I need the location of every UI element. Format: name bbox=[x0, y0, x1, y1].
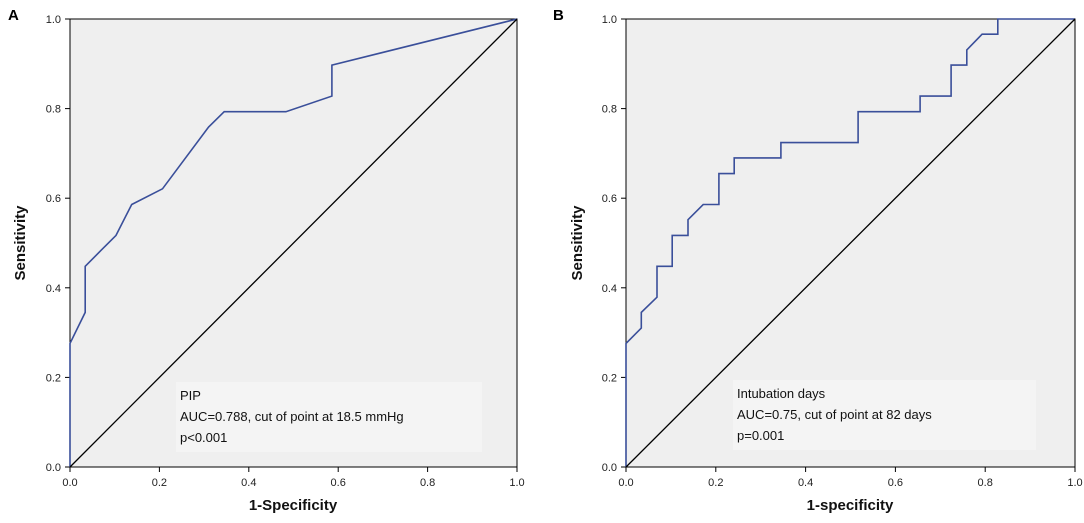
panel-a-roc-curve bbox=[69, 18, 518, 467]
panel-b-x-tick-label: 0.2 bbox=[708, 477, 723, 489]
panel-a-lines bbox=[69, 18, 518, 468]
panel-a: A PIP AUC=0.788, cut of point at 18.5 mm… bbox=[8, 7, 525, 514]
panel-a-y-tick-label: 0.6 bbox=[46, 193, 61, 205]
panel-a-x-tick-label: 1.0 bbox=[509, 477, 524, 489]
panel-b-annotation-line-2: AUC=0.75, cut of point at 82 days bbox=[737, 407, 932, 422]
panel-a-y-tick-label: 0.2 bbox=[46, 372, 61, 384]
panel-a-annotation-box bbox=[176, 382, 482, 452]
panel-a-x-tick-label: 0.8 bbox=[420, 477, 435, 489]
panel-b-x-tick-label: 0.4 bbox=[798, 477, 813, 489]
panel-a-y-tick-label: 0.8 bbox=[46, 104, 61, 116]
panel-a-x-axis-label: 1-Specificity bbox=[249, 497, 338, 514]
panel-b-y-tick-label: 1.0 bbox=[602, 14, 617, 26]
panel-a-y-tick-label: 0.4 bbox=[46, 283, 61, 295]
panel-b-y-tick-label: 0.6 bbox=[602, 193, 617, 205]
panel-b-roc-curve bbox=[625, 18, 1075, 467]
panel-a-x-tick-label: 0.2 bbox=[152, 477, 167, 489]
panel-a-annotation-line-2: AUC=0.788, cut of point at 18.5 mmHg bbox=[180, 409, 404, 424]
panel-b-x-tick-label: 1.0 bbox=[1067, 477, 1082, 489]
panel-a-ticks: 0.0 0.2 0.4 0.6 0.8 1.0 0.0 0.2 0.4 0.6 0.8 1.0 bbox=[46, 14, 525, 489]
panel-b-y-tick-label: 0.2 bbox=[602, 372, 617, 384]
panel-a-letter: A bbox=[8, 7, 19, 24]
panel-b-annotation-box bbox=[733, 380, 1036, 450]
panel-b-annotation-line-1: Intubation days bbox=[737, 386, 826, 401]
panel-a-x-tick-label: 0.0 bbox=[62, 477, 77, 489]
panel-a-y-tick-label: 1.0 bbox=[46, 14, 61, 26]
panel-b-y-tick-label: 0.8 bbox=[602, 104, 617, 116]
panel-a-x-tick-label: 0.6 bbox=[331, 477, 346, 489]
panel-b-x-tick-label: 0.6 bbox=[888, 477, 903, 489]
panel-b-reference-line bbox=[625, 18, 1076, 468]
panel-b-ticks: 0.0 0.2 0.4 0.6 0.8 1.0 0.0 0.2 0.4 0.6 0.8 1.0 bbox=[602, 14, 1083, 489]
panel-b-y-tick-label: 0.4 bbox=[602, 283, 617, 295]
panel-b-annotation-line-3: p=0.001 bbox=[737, 428, 784, 443]
panel-a-reference-line bbox=[69, 18, 518, 468]
panel-b-y-tick-label: 0.0 bbox=[602, 462, 617, 474]
panel-a-x-tick-label: 0.4 bbox=[241, 477, 256, 489]
panel-a-annotation-line-3: p<0.001 bbox=[180, 430, 227, 445]
panel-a-y-axis-label: Sensitivity bbox=[12, 205, 29, 281]
panel-b-lines bbox=[625, 18, 1076, 468]
panel-b-y-axis-label: Sensitivity bbox=[569, 205, 586, 281]
panel-b-x-tick-label: 0.0 bbox=[618, 477, 633, 489]
panel-b-x-axis-label: 1-specificity bbox=[807, 497, 894, 514]
panel-b-letter: B bbox=[553, 7, 564, 24]
panel-b-x-tick-label: 0.8 bbox=[978, 477, 993, 489]
panel-a-annotation-line-1: PIP bbox=[180, 388, 201, 403]
panel-b: B Intubation days AUC=0.75, cut of point… bbox=[553, 7, 1083, 514]
panel-a-y-tick-label: 0.0 bbox=[46, 462, 61, 474]
